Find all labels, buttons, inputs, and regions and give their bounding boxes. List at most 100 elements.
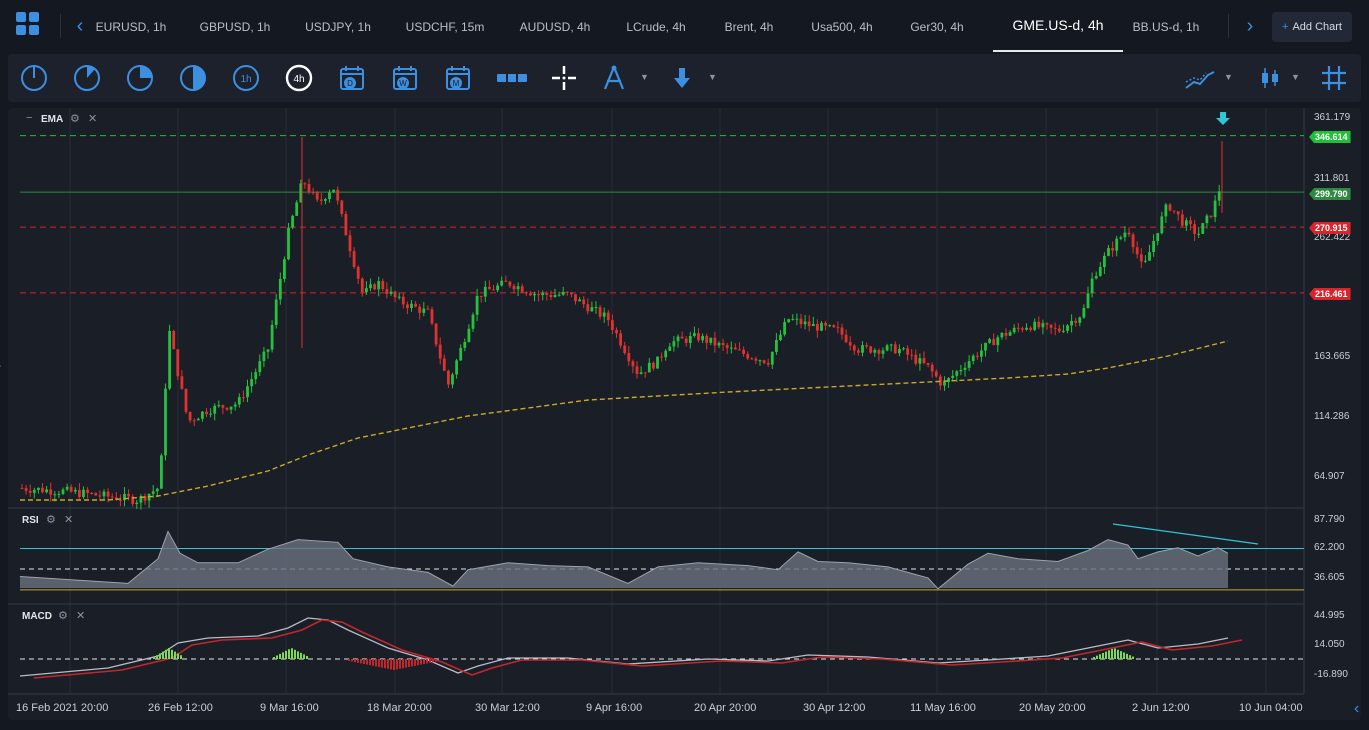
tab-audusd[interactable]: AUDUSD, 4h <box>519 20 591 34</box>
candle-body <box>299 183 303 203</box>
candle-body <box>619 333 622 346</box>
svg-text:M: M <box>453 79 460 88</box>
tab-gbpusd[interactable]: GBPUSD, 1h <box>199 20 271 34</box>
tab-ger30[interactable]: Ger30, 4h <box>910 20 964 34</box>
macd-pane[interactable] <box>19 617 1304 679</box>
tabs-scroll-right-icon[interactable]: › <box>1246 15 1254 37</box>
candle-body <box>205 411 208 415</box>
indicators-icon[interactable] <box>1184 64 1216 92</box>
candle-body <box>315 192 319 200</box>
candle-body <box>770 351 774 365</box>
arrow-tools-caret-icon[interactable]: ▼ <box>708 72 717 82</box>
chart-type-icon[interactable] <box>1256 64 1284 92</box>
candle-body <box>467 328 471 343</box>
tab-lcrude[interactable]: LCrude, 4h <box>626 20 686 34</box>
candle-body <box>910 354 914 356</box>
timeframe-monthly-icon[interactable]: M <box>444 64 472 92</box>
candle-body <box>377 281 381 290</box>
chart-panel[interactable]: − EMA ⚙ ✕ RSI ⚙ ✕ MACD ⚙ ✕ 361.179 311.8… <box>8 108 1361 720</box>
candle-body <box>553 295 557 297</box>
rsi-close-icon[interactable]: ✕ <box>64 514 74 526</box>
tab-usa500[interactable]: Usa500, 4h <box>811 20 873 34</box>
macd-axis-label: 44.995 <box>1314 610 1345 621</box>
candle-body <box>1016 327 1020 329</box>
timeframe-1h-icon[interactable]: 1h <box>232 64 260 92</box>
tab-bb[interactable]: BB.US-d, 1h <box>1132 20 1200 34</box>
left-panel-toggle-icon[interactable]: › <box>0 357 1 375</box>
macd-histogram-bar <box>378 659 380 667</box>
candle-body <box>504 280 508 282</box>
macd-pane-label: MACD <box>22 611 52 622</box>
tab-gme-active[interactable]: GME.US-d, 4h <box>993 0 1123 52</box>
macd-histogram-bar <box>399 659 401 669</box>
candle-body <box>319 199 323 201</box>
candlestick-pane[interactable] <box>20 112 1304 510</box>
date-axis-label: 30 Mar 12:00 <box>475 702 540 714</box>
candle-body <box>1062 330 1065 332</box>
crosshair-icon[interactable] <box>550 64 578 92</box>
tab-usdjpy[interactable]: USDJPY, 1h <box>305 20 371 34</box>
right-panel-toggle-icon[interactable]: ‹ <box>1354 700 1360 717</box>
candle-body <box>123 493 126 501</box>
macd-histogram-bar <box>348 659 350 661</box>
macd-histogram-bar <box>1132 656 1134 659</box>
candle-body <box>918 358 922 364</box>
macd-histogram-bar <box>366 659 368 665</box>
ema-close-icon[interactable]: ✕ <box>88 113 98 125</box>
candle-body <box>360 278 364 293</box>
layout-grid-icon[interactable] <box>16 12 44 40</box>
timeframe-1m-icon[interactable] <box>20 64 48 92</box>
candle-body <box>615 329 618 334</box>
ema-settings-icon[interactable]: ⚙ <box>70 113 80 125</box>
candle-body <box>201 411 204 419</box>
svg-text:W: W <box>399 79 407 88</box>
candle-body <box>381 281 385 290</box>
arrow-down-icon[interactable] <box>668 64 696 92</box>
chart-type-caret-icon[interactable]: ▼ <box>1291 72 1300 82</box>
candle-body <box>816 323 819 331</box>
candle-body <box>664 350 668 358</box>
tab-eurusd[interactable]: EURUSD, 1h <box>95 20 167 34</box>
timeframe-30m-icon[interactable] <box>179 64 207 92</box>
collapse-pane-icon[interactable]: − <box>26 112 33 124</box>
indicators-caret-icon[interactable]: ▼ <box>1224 72 1233 82</box>
macd-settings-icon[interactable]: ⚙ <box>58 610 68 622</box>
candle-body <box>250 379 253 387</box>
rsi-settings-icon[interactable]: ⚙ <box>46 514 56 526</box>
rsi-pane[interactable] <box>19 523 1304 591</box>
drawing-tools-caret-icon[interactable]: ▼ <box>640 72 649 82</box>
timeframe-5m-icon[interactable] <box>73 64 101 92</box>
macd-histogram-bar <box>360 659 362 664</box>
grid-icon[interactable] <box>1320 64 1348 92</box>
candle-body <box>783 322 786 335</box>
tabs-scroll-left-icon[interactable]: ‹ <box>76 15 84 37</box>
macd-histogram-bar <box>165 649 167 659</box>
tab-usdchf[interactable]: USDCHF, 15m <box>405 20 485 34</box>
plus-icon: + <box>1282 21 1289 33</box>
drawing-tools-icon[interactable] <box>600 64 628 92</box>
candle-body <box>893 344 897 354</box>
add-chart-button[interactable]: + Add Chart <box>1272 12 1352 42</box>
date-axis-label: 2 Jun 12:00 <box>1132 702 1190 714</box>
candle-body <box>365 288 368 293</box>
range-icon[interactable] <box>496 64 528 92</box>
macd-close-icon[interactable]: ✕ <box>76 610 86 622</box>
candle-body <box>635 366 639 374</box>
candle-body <box>639 372 643 374</box>
candle-body <box>660 356 663 358</box>
timeframe-4h-icon-active[interactable]: 4h <box>285 64 313 92</box>
timeframe-15m-icon[interactable] <box>126 64 154 92</box>
price-chart[interactable] <box>8 108 1361 720</box>
candle-body <box>1213 200 1217 218</box>
candle-body <box>422 308 426 313</box>
timeframe-daily-icon[interactable]: D <box>338 64 366 92</box>
candle-body <box>684 338 688 343</box>
timeframe-weekly-icon[interactable]: W <box>391 64 419 92</box>
candle-body <box>914 354 918 364</box>
candle-body <box>1074 320 1078 323</box>
candle-body <box>959 369 963 372</box>
price-axis-label: 163.665 <box>1314 351 1351 362</box>
macd-histogram-bar <box>351 659 353 662</box>
candle-body <box>242 397 245 399</box>
tab-brent[interactable]: Brent, 4h <box>724 20 774 34</box>
